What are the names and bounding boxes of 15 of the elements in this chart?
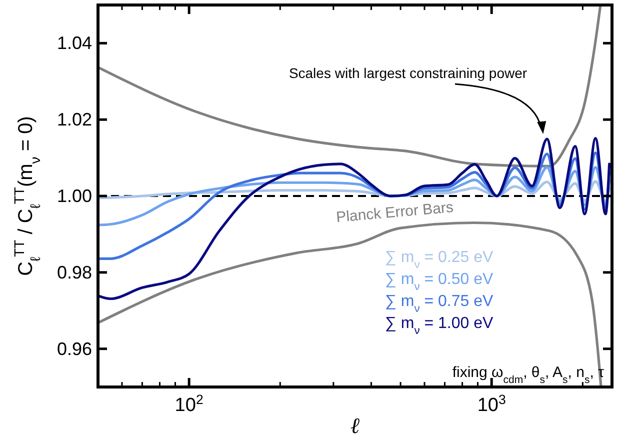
text: ∑ m$_{ν}$ = 0.75 eV [385,293,494,315]
annotation: Scales with largest constraining power [288,65,528,81]
y-tick-label: 1.04 [56,33,92,54]
x-axis-title: ℓ [350,414,360,439]
text: ∑ m$_{ν}$ = 0.50 eV [385,271,494,293]
y-tick-label: 1.02 [56,110,92,130]
y-tick-label: 0.98 [56,262,92,282]
text: ∑ m$_{ν}$ = 1.00 eV [385,315,494,337]
y-tick-label: 1.00 [56,186,92,206]
text: ∑ m$_{ν}$ = 0.25 eV [385,249,494,271]
x-tick-label: 10$^{3}$ [477,392,506,416]
y-tick-label: 0.96 [56,338,92,359]
text: fixing ω$_{cdm}$, θ$_{s}$, A$_{s}$, n$_{s}$, τ [452,364,604,386]
text: Planck Error Bars [335,198,454,226]
x-tick-label: 10$^{2}$ [174,392,204,416]
